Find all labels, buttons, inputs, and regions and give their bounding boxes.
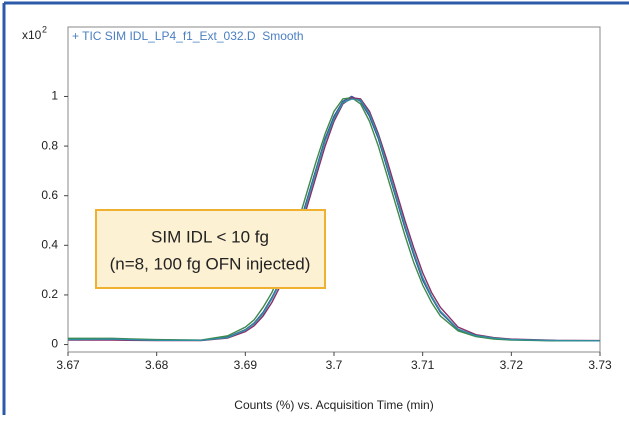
x-tick-label: 3.72: [500, 358, 524, 372]
y-tick-label: 0: [51, 337, 58, 351]
plot-area: [67, 26, 601, 353]
trace-line: [67, 98, 601, 342]
x-tick-label: 3.69: [234, 358, 258, 372]
y-tick-label: 1: [51, 89, 58, 103]
x-tick-label: 3.68: [145, 358, 169, 372]
annotation-box: [95, 209, 326, 289]
y-tick-label: 0.6: [41, 188, 58, 202]
x-tick-label: 3.7: [326, 358, 343, 372]
annotation-line: SIM IDL < 10 fg: [151, 227, 269, 246]
y-multiplier: x10: [22, 28, 42, 42]
y-tick-label: 0.2: [41, 287, 58, 301]
y-multiplier-exponent: 2: [42, 24, 47, 34]
x-tick-label: 3.73: [588, 358, 612, 372]
lines: [67, 95, 601, 342]
trace-line: [68, 96, 600, 342]
y-tick-label: 0.4: [41, 237, 58, 251]
x-tick-label: 3.67: [56, 358, 80, 372]
annotation-line: (n=8, 100 fg OFN injected): [110, 254, 311, 273]
x-tick-label: 3.71: [411, 358, 435, 372]
x-axis-label: Counts (%) vs. Acquisition Time (min): [234, 398, 433, 412]
chart-title: + TIC SIM IDL_LP4_f1_Ext_032.D Smooth: [72, 29, 304, 43]
y-tick-label: 0.8: [41, 138, 58, 152]
